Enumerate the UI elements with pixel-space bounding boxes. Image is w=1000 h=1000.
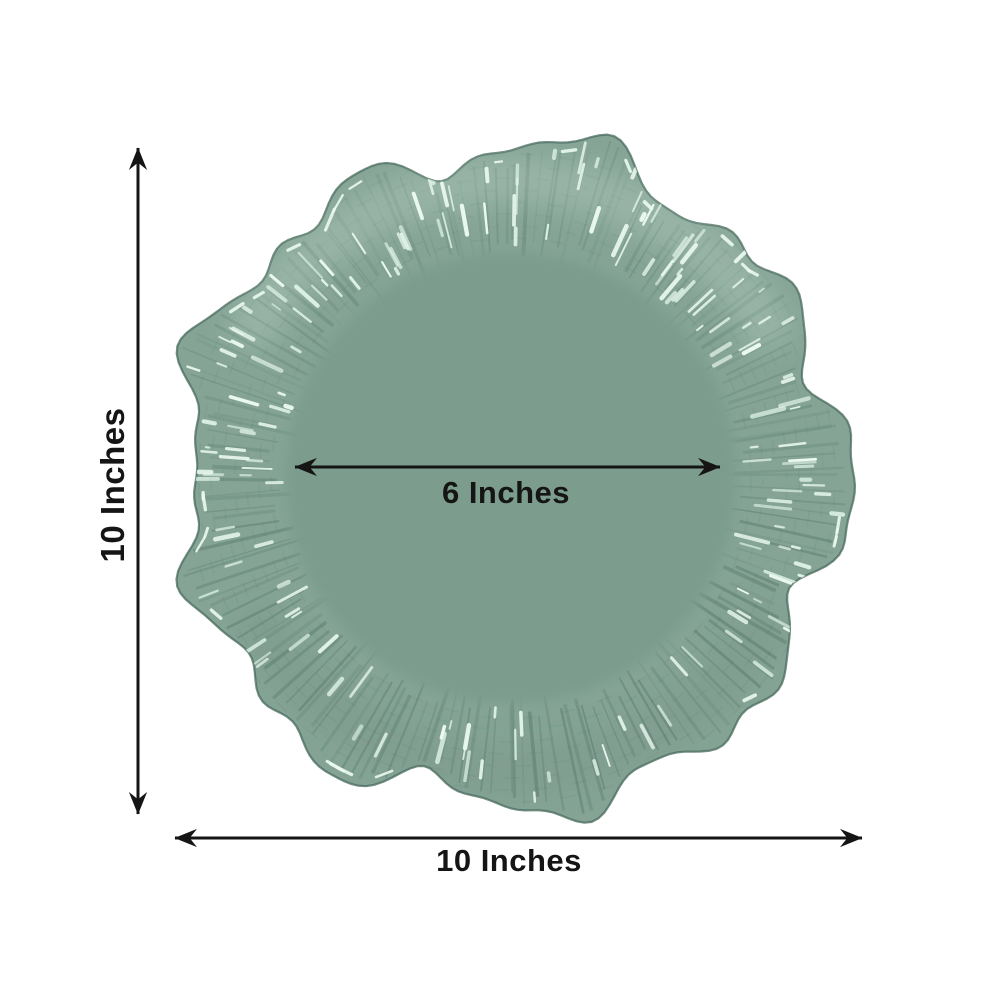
- dimension-arrows: [128, 147, 863, 848]
- bottom-dimension-label: 10 Inches: [436, 843, 582, 878]
- vertical-dimension-label: 10 Inches: [94, 407, 131, 563]
- charger-plate: [175, 133, 857, 824]
- inner-dimension-label: 6 Inches: [441, 475, 571, 510]
